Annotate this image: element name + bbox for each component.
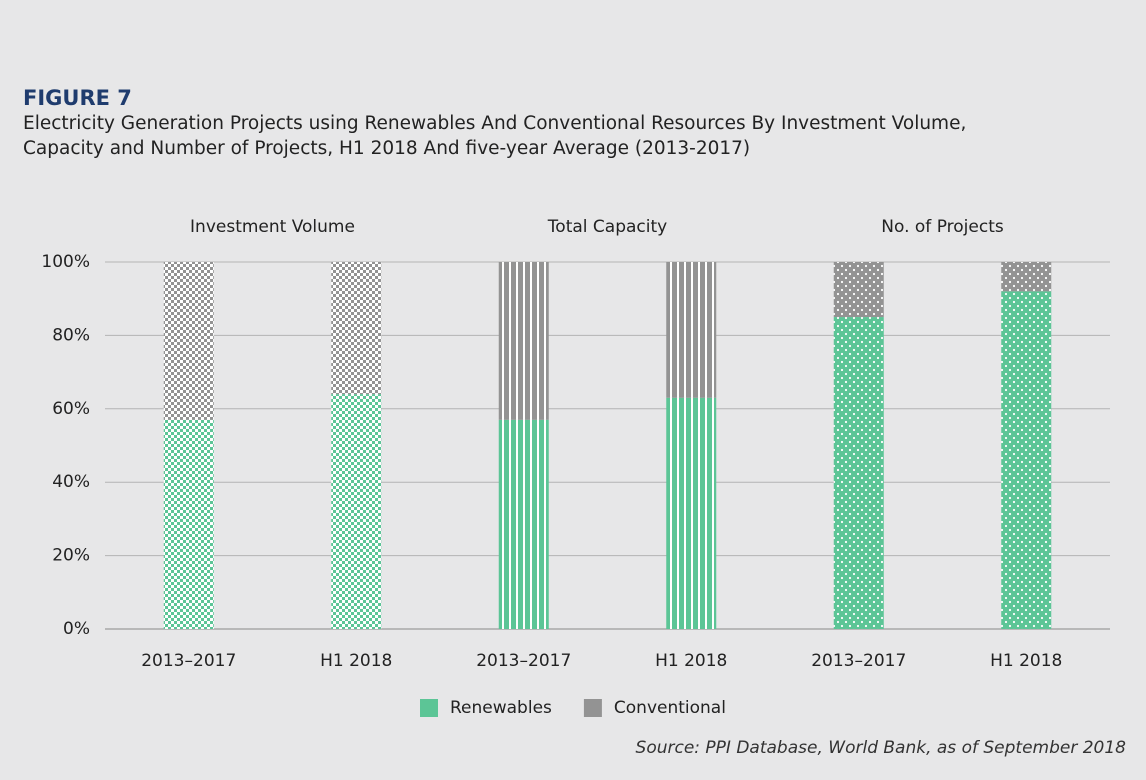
source-note: Source: PPI Database, World Bank, as of … — [635, 738, 1126, 758]
x-tick-label: 2013–2017 — [476, 651, 571, 671]
bar-segment — [498, 419, 549, 629]
chart-subtitle: Electricity Generation Projects using Re… — [23, 113, 967, 159]
y-tick-label: 100% — [41, 252, 90, 272]
y-tick-label: 60% — [52, 399, 90, 419]
group-label: No. of Projects — [881, 217, 1004, 237]
x-tick-label: 2013–2017 — [811, 651, 906, 671]
chart: 0% 20% 40% 60% 80% 100% Investment Volume Total… — [41, 217, 1110, 718]
x-tick-label: H1 2018 — [990, 651, 1062, 671]
x-tick-label: H1 2018 — [655, 651, 727, 671]
bar-segment — [163, 419, 214, 629]
y-tick-label: 20% — [52, 546, 90, 566]
bar-segment — [498, 262, 549, 420]
legend-swatch — [583, 699, 602, 717]
group-label: Investment Volume — [190, 217, 355, 237]
y-tick-label: 40% — [52, 472, 90, 492]
legend-swatch — [420, 699, 438, 717]
x-tick-label: H1 2018 — [320, 651, 392, 671]
bar-segment — [1001, 262, 1052, 292]
x-tick-label: 2013–2017 — [141, 651, 236, 671]
bar-segment — [666, 262, 717, 398]
bar-segment — [1001, 291, 1052, 629]
y-tick-label: 0% — [63, 619, 90, 639]
bar-segment — [331, 262, 382, 395]
bar-segment — [331, 394, 382, 629]
legend-label: Conventional — [614, 698, 726, 718]
bar-segment — [163, 262, 214, 420]
figure-label: FIGURE 7 — [23, 86, 132, 110]
y-tick-label: 80% — [52, 325, 90, 345]
bar-segment — [666, 397, 717, 629]
legend-label: Renewables — [450, 698, 552, 718]
bar-segment — [833, 262, 884, 318]
bar-segment — [833, 317, 884, 629]
group-label: Total Capacity — [547, 217, 667, 237]
